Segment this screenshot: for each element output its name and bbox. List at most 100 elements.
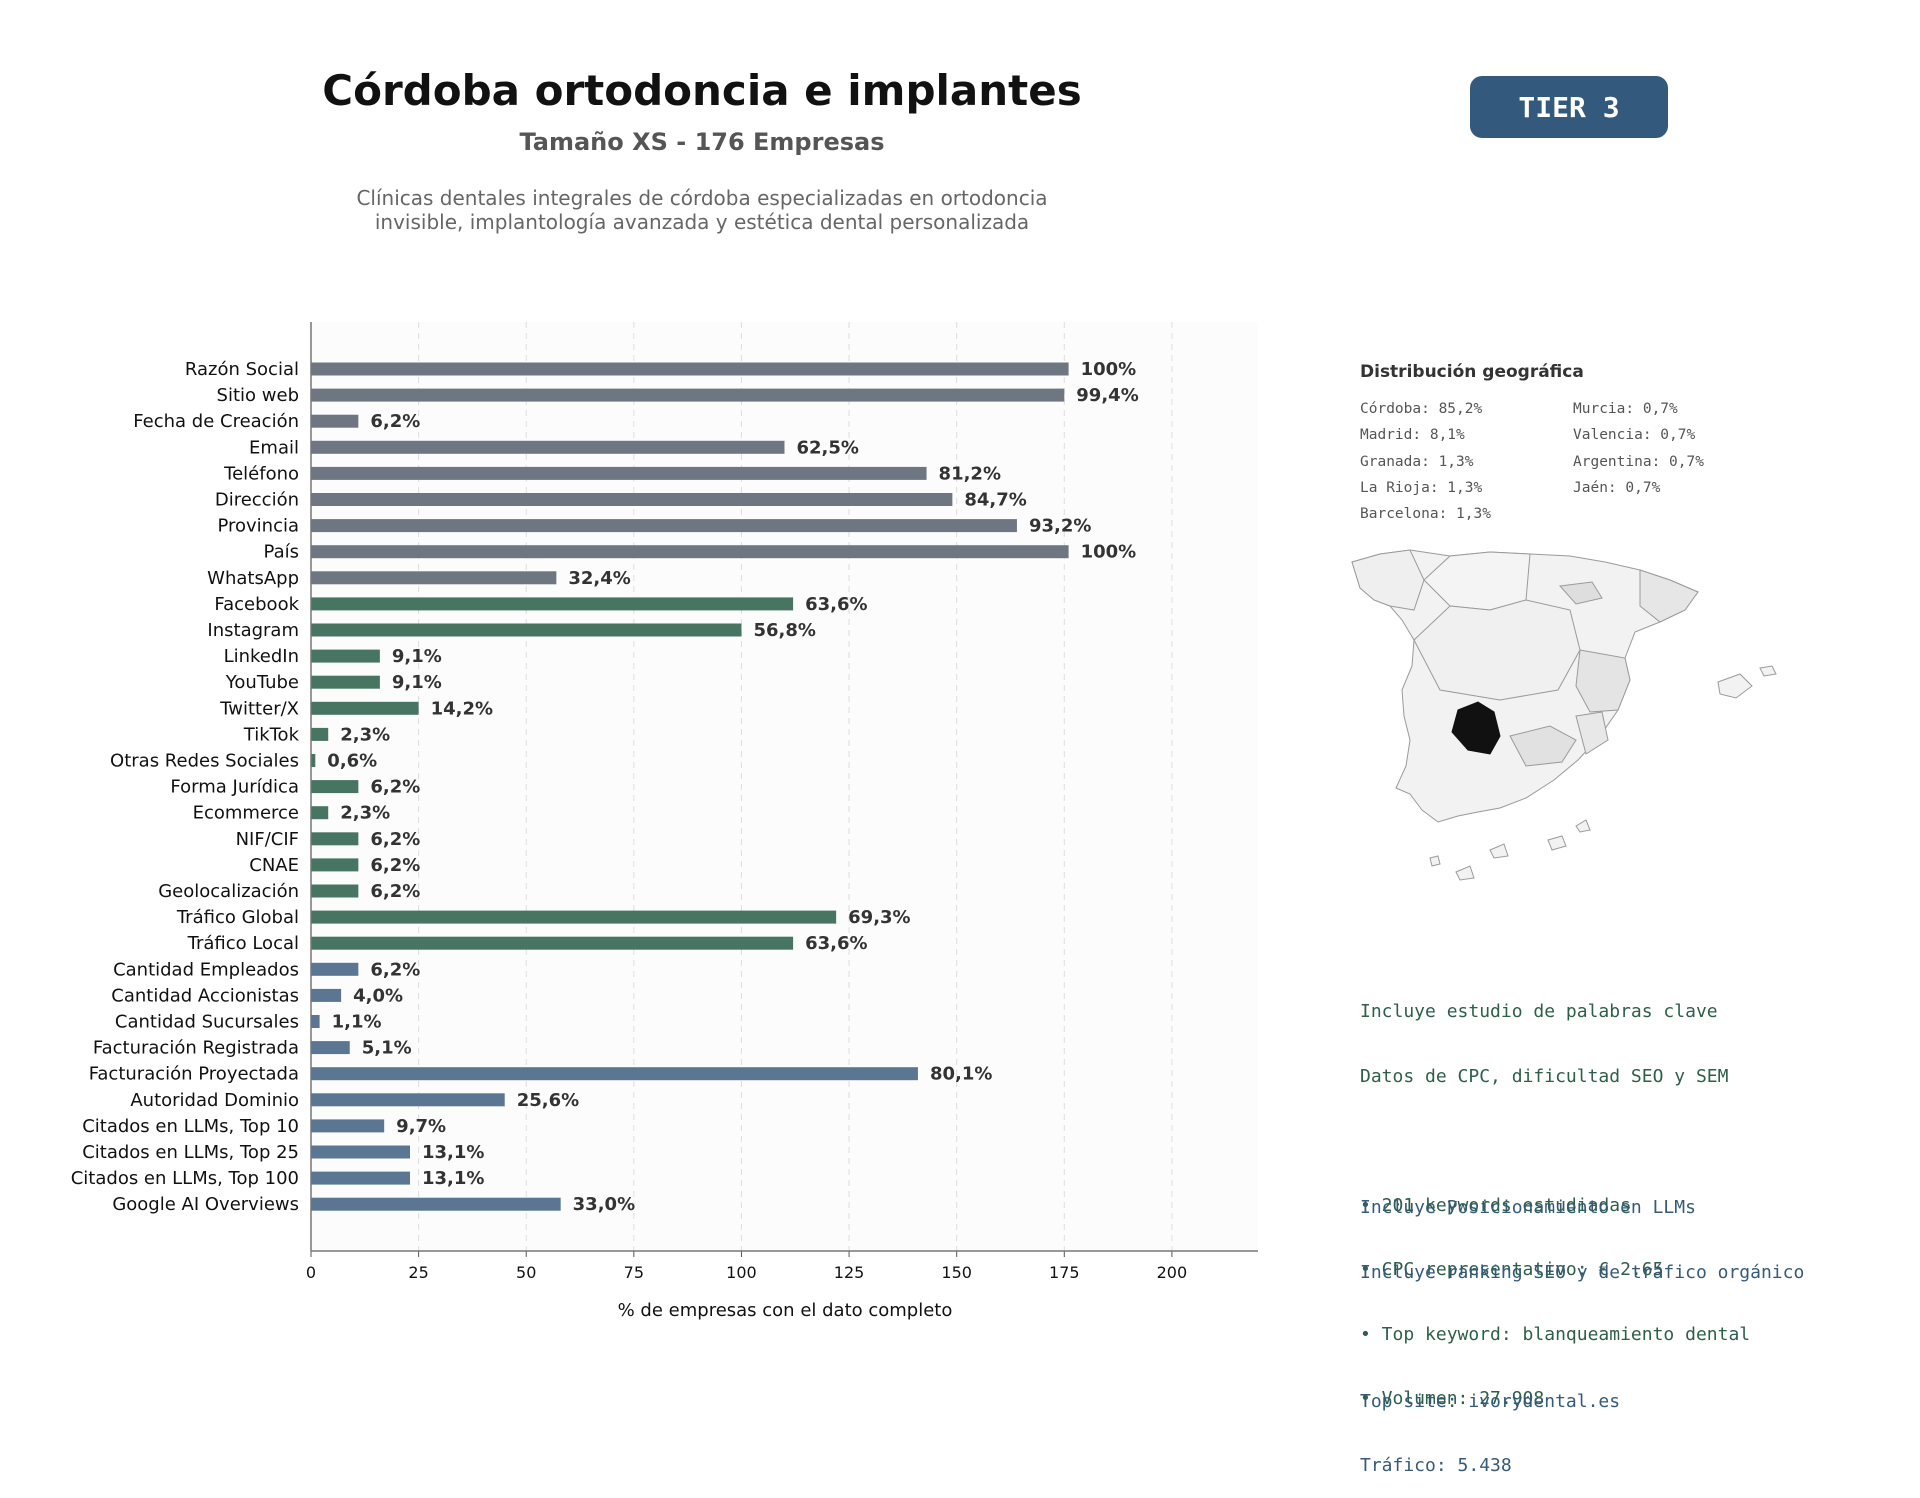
value-label: 13,1% — [422, 1142, 484, 1163]
category-label: NIF/CIF — [236, 829, 299, 850]
value-label: 99,4% — [1076, 385, 1138, 406]
value-label: 93,2% — [1029, 516, 1091, 537]
value-label: 33,0% — [573, 1194, 635, 1215]
x-tick-label: 175 — [1049, 1263, 1080, 1282]
bar — [311, 675, 380, 689]
bar — [311, 832, 359, 846]
bar — [311, 936, 794, 950]
category-label: Geolocalización — [158, 881, 299, 902]
category-label: Facebook — [214, 594, 299, 615]
map-canary-4 — [1429, 855, 1441, 867]
bar — [311, 884, 359, 898]
category-label: Google AI Overviews — [112, 1194, 299, 1215]
bar — [311, 1041, 350, 1055]
category-label: Teléfono — [223, 463, 299, 484]
bar — [311, 440, 785, 454]
geo-distribution-title: Distribución geográfica — [1360, 362, 1584, 382]
bar — [311, 623, 742, 637]
geo-list-left: Córdoba: 85,2% Madrid: 8,1% Granada: 1,3% L… — [1360, 396, 1491, 527]
value-label: 6,2% — [370, 777, 420, 798]
value-label: 80,1% — [930, 1064, 992, 1085]
value-label: 63,6% — [805, 594, 867, 615]
map-region-center — [1413, 599, 1581, 701]
llm-line-2: Incluye ranking SEO y de tráfico orgánic… — [1360, 1261, 1805, 1283]
value-label: 32,4% — [568, 568, 630, 589]
value-label: 5,1% — [362, 1038, 412, 1059]
value-label: 100% — [1081, 542, 1137, 563]
page-subtitle: Tamaño XS - 176 Empresas — [519, 128, 885, 156]
category-label: Facturación Proyectada — [89, 1064, 299, 1085]
category-label: Tráfico Global — [176, 907, 299, 928]
value-label: 6,2% — [370, 829, 420, 850]
category-label: Twitter/X — [219, 698, 299, 719]
value-label: 4,0% — [353, 985, 403, 1006]
category-label: Cantidad Accionistas — [111, 985, 299, 1006]
llm-info: Incluye Posicionamiento en LLMs Incluye … — [1360, 1154, 1804, 1498]
bar — [311, 466, 927, 480]
map-canary-2 — [1489, 843, 1509, 859]
map-canary-1 — [1547, 835, 1567, 851]
bar — [311, 1093, 505, 1107]
geo-list-right: Murcia: 0,7% Valencia: 0,7% Argentina: 0,7… — [1573, 396, 1704, 501]
map-region-ne — [1639, 569, 1699, 623]
geo-item: Murcia: 0,7% — [1573, 401, 1678, 417]
value-label: 6,2% — [370, 855, 420, 876]
keywords-bullet-1: • 201 keywords estudiadas — [1360, 1194, 1631, 1216]
category-label: País — [264, 542, 299, 563]
geo-item: Madrid: 8,1% — [1360, 427, 1465, 444]
x-tick-label: 125 — [834, 1263, 865, 1282]
value-label: 1,1% — [332, 1012, 382, 1033]
category-label: Citados en LLMs, Top 25 — [82, 1142, 299, 1163]
category-label: CNAE — [249, 855, 299, 876]
value-label: 6,2% — [370, 881, 420, 902]
value-label: 9,1% — [392, 672, 442, 693]
value-label: 9,1% — [392, 646, 442, 667]
bar — [311, 1145, 411, 1159]
bar — [311, 1067, 918, 1081]
page-description: Clínicas dentales integrales de córdoba … — [0, 186, 1404, 234]
category-label: Razón Social — [185, 359, 299, 380]
bar — [311, 754, 316, 767]
x-axis-label: % de empresas con el dato completo — [618, 1300, 953, 1321]
value-label: 2,3% — [340, 803, 390, 824]
keywords-line-1: Incluye estudio de palabras clave — [1360, 1001, 1718, 1022]
value-label: 0,6% — [327, 751, 377, 772]
value-label: 69,3% — [848, 907, 910, 928]
map-region-east — [1575, 649, 1631, 713]
geo-item: Córdoba: 85,2% — [1360, 401, 1483, 417]
spain-map — [1351, 549, 1777, 881]
value-label: 81,2% — [939, 463, 1001, 484]
keywords-bullet-3: • Top keyword: blanqueamiento dental — [1360, 1323, 1751, 1345]
category-label: Ecommerce — [193, 803, 299, 824]
x-tick-label: 25 — [408, 1263, 428, 1282]
geo-item: Barcelona: 1,3% — [1360, 506, 1491, 523]
bar — [311, 362, 1069, 376]
value-label: 62,5% — [797, 437, 859, 458]
map-canary-5 — [1575, 819, 1591, 833]
llm-line-1: Incluye Posicionamiento en LLMs — [1360, 1197, 1696, 1218]
bar — [311, 649, 380, 663]
bar — [311, 988, 342, 1002]
bar — [311, 1119, 385, 1133]
value-label: 6,2% — [370, 959, 420, 980]
category-label: Citados en LLMs, Top 100 — [71, 1168, 299, 1189]
geo-item: Valencia: 0,7% — [1573, 427, 1696, 444]
map-region-murcia — [1575, 711, 1609, 755]
category-label: Cantidad Sucursales — [115, 1012, 299, 1033]
map-region-granada — [1509, 725, 1577, 767]
map-region-rioja — [1558, 581, 1603, 605]
description-line-1: Clínicas dentales integrales de córdoba … — [356, 186, 1048, 210]
category-label: Sitio web — [217, 385, 299, 406]
x-tick-label: 0 — [306, 1263, 316, 1282]
category-label: Citados en LLMs, Top 10 — [82, 1116, 299, 1137]
value-label: 13,1% — [422, 1168, 484, 1189]
x-tick-label: 150 — [941, 1263, 972, 1282]
keywords-info: Incluye estudio de palabras clave Datos … — [1360, 958, 1750, 1431]
bar — [311, 597, 794, 611]
keywords-bullet-4: • Volumen: 27.908 — [1360, 1388, 1545, 1409]
x-tick-label: 200 — [1157, 1263, 1188, 1282]
map-balearic-1 — [1717, 673, 1753, 699]
bar — [311, 780, 359, 794]
x-tick-label: 75 — [624, 1263, 644, 1282]
value-label: 14,2% — [431, 698, 493, 719]
